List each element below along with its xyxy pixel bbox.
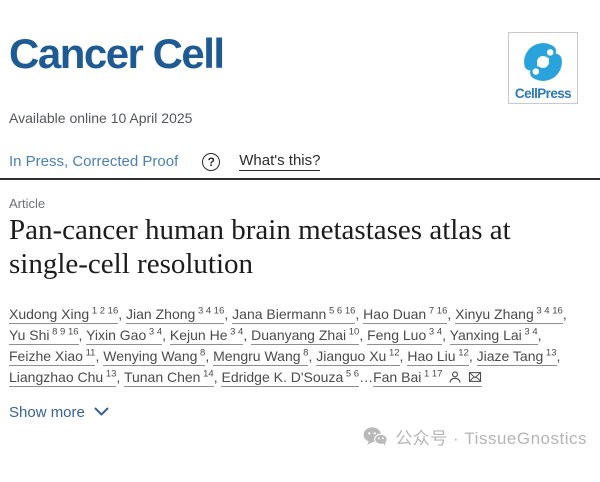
author-affiliation-sup: 10	[346, 326, 360, 338]
show-more-label: Show more	[9, 403, 85, 421]
author-affiliation-sup: 13	[543, 347, 557, 359]
author-link[interactable]: Jana Biermann 5 6 16	[232, 305, 356, 324]
author-link[interactable]: Feizhe Xiao 11	[9, 347, 96, 366]
author-link[interactable]: Hao Liu 12	[407, 347, 469, 366]
author-list: Xudong Xing 1 2 16, Jian Zhong 3 4 16, J…	[9, 305, 567, 387]
author-name: Duanyang Zhai	[251, 326, 347, 343]
author-name: Hao Liu	[407, 347, 456, 364]
author-link[interactable]: Kejun He 3 4	[169, 326, 244, 345]
available-online-date: Available online 10 April 2025	[9, 110, 193, 126]
author-affiliation-sup: 3 4	[227, 326, 244, 338]
author-affiliation-sup: 14	[200, 368, 214, 380]
author-link[interactable]: Yanxing Lai 3 4	[449, 326, 538, 345]
author-link[interactable]: Feng Luo 3 4	[367, 326, 443, 345]
author-link[interactable]: Yixin Gao 3 4	[86, 326, 163, 345]
author-name: Kejun He	[169, 326, 228, 343]
author-affiliation-sup: 5 6	[343, 368, 360, 380]
in-press-row: In Press, Corrected Proof ? What's this?	[0, 152, 600, 171]
author-name: Feng Luo	[367, 326, 427, 343]
author-affiliation-sup: 12	[455, 347, 469, 359]
watermark-text: 公众号 · TissueGnostics	[395, 429, 587, 448]
author-affiliation-sup: 1 2 16	[89, 305, 119, 317]
article-title: Pan-cancer human brain metastases atlas …	[9, 214, 511, 280]
author-affiliation-sup: 5 6 16	[326, 305, 356, 317]
cellpress-logo[interactable]: CellPress	[508, 32, 578, 104]
author-affiliation-sup: 8 9 16	[49, 326, 79, 338]
author-name: Yu Shi	[9, 326, 50, 343]
chevron-down-icon	[94, 407, 109, 416]
cellpress-icon	[524, 42, 562, 81]
author-affiliation-sup: 11	[82, 347, 96, 359]
article-type-label: Article	[9, 196, 46, 211]
show-more-button[interactable]: Show more	[9, 404, 109, 421]
author-name: Tunan Chen	[123, 368, 201, 385]
author-name: Yixin Gao	[86, 326, 147, 343]
author-affiliation-sup: 8	[197, 347, 206, 359]
author-link[interactable]: Edridge K. D'Souza 5 6	[221, 368, 360, 387]
author-affiliation-sup: 3 4	[426, 326, 443, 338]
author-name: Jana Biermann	[232, 305, 327, 322]
author-name: Jiaze Tang	[476, 347, 544, 364]
author-link[interactable]: Wenying Wang 8	[103, 347, 206, 366]
author-link[interactable]: Duanyang Zhai 10	[251, 326, 360, 345]
person-icon	[449, 371, 462, 383]
author-name: Fan Bai	[373, 368, 422, 385]
author-link[interactable]: Jian Zhong 3 4 16	[126, 305, 225, 324]
cellpress-logo-text: CellPress	[514, 85, 572, 101]
help-icon[interactable]: ?	[202, 152, 221, 171]
author-link[interactable]: Liangzhao Chu 13	[9, 368, 117, 387]
whats-this-link[interactable]: What's this?	[239, 152, 321, 171]
author-link[interactable]: Yu Shi 8 9 16	[9, 326, 79, 345]
author-affiliation-sup: 3 4 16	[195, 305, 225, 317]
watermark: 公众号 · TissueGnostics	[362, 424, 587, 449]
header-divider	[0, 178, 600, 180]
author-link[interactable]: Fan Bai 1 17	[373, 368, 483, 387]
wechat-icon	[363, 426, 389, 446]
author-name: Wenying Wang	[103, 347, 198, 364]
author-name: Yanxing Lai	[449, 326, 522, 343]
author-name: Hao Duan	[363, 305, 427, 322]
author-affiliation-sup: 8	[300, 347, 309, 359]
author-name: Xudong Xing	[9, 305, 90, 322]
author-link[interactable]: Jiaze Tang 13	[476, 347, 557, 366]
envelope-icon	[469, 371, 482, 382]
author-link[interactable]: Xudong Xing 1 2 16	[9, 305, 119, 324]
author-name: Liangzhao Chu	[9, 368, 104, 385]
journal-logo[interactable]: Cancer Cell	[9, 30, 225, 77]
author-link[interactable]: Jianguo Xu 12	[316, 347, 400, 366]
author-affiliation-sup: 3 4	[521, 326, 538, 338]
author-affiliation-sup: 13	[103, 368, 117, 380]
author-affiliation-sup: 3 4 16	[533, 305, 563, 317]
author-name: Jianguo Xu	[316, 347, 387, 364]
in-press-link[interactable]: In Press, Corrected Proof	[9, 153, 179, 170]
author-name: Xinyu Zhang	[455, 305, 534, 322]
author-name: Feizhe Xiao	[9, 347, 83, 364]
author-name: Mengru Wang	[213, 347, 301, 364]
author-affiliation-sup: 3 4	[146, 326, 163, 338]
author-link[interactable]: Mengru Wang 8	[213, 347, 309, 366]
author-link[interactable]: Tunan Chen 14	[123, 368, 214, 387]
author-name: Edridge K. D'Souza	[221, 368, 344, 385]
page-header: Cancer Cell CellPress	[0, 30, 600, 104]
author-affiliation-sup: 12	[386, 347, 400, 359]
author-name: Jian Zhong	[126, 305, 196, 322]
author-link[interactable]: Hao Duan 7 16	[363, 305, 448, 324]
author-affiliation-sup: 1 17	[421, 368, 443, 380]
author-affiliation-sup: 7 16	[426, 305, 448, 317]
author-link[interactable]: Xinyu Zhang 3 4 16	[455, 305, 563, 324]
